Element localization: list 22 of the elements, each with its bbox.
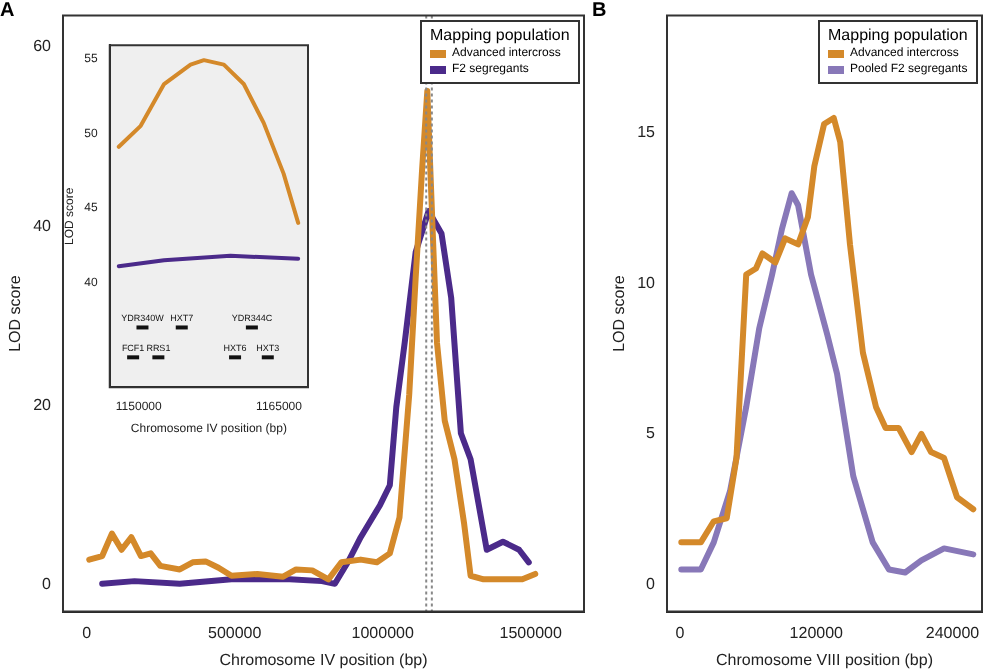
y-tick-label: 40 [33, 216, 53, 235]
x-axis-title: Chromosome IV position (bp) [219, 650, 429, 669]
chart-title: A [0, 0, 15, 22]
legend-title: Mapping population [430, 25, 570, 46]
x-tick-label: 120000 [789, 623, 845, 642]
y-axis-title: LOD score [610, 274, 629, 352]
y-tick-label: 10 [637, 273, 657, 292]
x-tick-label: 500000 [207, 623, 263, 642]
legend-title: Mapping population [828, 25, 968, 46]
y-tick-label: 0 [646, 574, 657, 593]
x-tick-label: 1000000 [351, 623, 415, 642]
chart-title: B [592, 0, 607, 22]
x-tick-label: 240000 [925, 623, 981, 642]
x-tick-label: 0 [675, 623, 686, 642]
x-axis-title: Chromosome VIII position (bp) [716, 650, 934, 669]
y-tick-label: 15 [637, 123, 657, 142]
y-axis-title: LOD score [6, 274, 25, 352]
x-tick-label: 1500000 [499, 623, 563, 642]
y-tick-label: 5 [646, 424, 657, 443]
y-tick-label: 60 [33, 37, 53, 56]
y-tick-label: 20 [33, 395, 53, 414]
y-tick-label: 0 [42, 575, 53, 594]
